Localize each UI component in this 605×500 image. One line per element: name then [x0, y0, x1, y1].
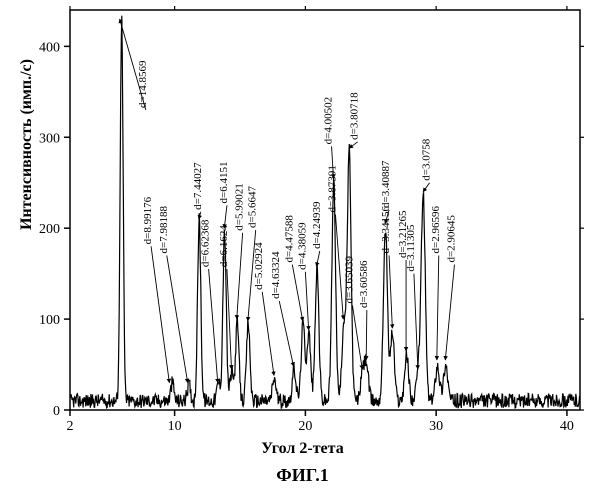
peak-d-label: d=3.40887: [380, 160, 392, 208]
peak-arrow: [366, 310, 367, 360]
peak-arrow: [224, 205, 227, 228]
peak-arrow: [414, 274, 418, 369]
peak-arrow: [279, 301, 293, 366]
x-axis-label: Угол 2-тета: [261, 440, 343, 458]
y-axis-label: Интенсивность (имп./с): [18, 59, 36, 230]
peak-d-label: d=6.4151: [218, 161, 230, 203]
peak-d-label: d=3.60586: [358, 260, 370, 308]
x-tick-label: 2: [67, 419, 74, 434]
peak-d-label: d=6.62368: [200, 219, 212, 267]
figure-caption: ФИГ.1: [276, 465, 328, 486]
peak-arrow: [423, 183, 430, 192]
peak-d-label: d=6.1624: [218, 225, 230, 267]
peak-arrow: [352, 305, 362, 369]
peak-d-label: d=7.98188: [158, 206, 170, 254]
peak-arrow: [349, 142, 358, 148]
peak-d-label: d=3.65039: [343, 256, 355, 304]
peak-d-label: d=5.02924: [253, 242, 265, 290]
peak-d-label: d=3.80718: [349, 92, 361, 140]
peak-d-label: d=4.00502: [323, 97, 335, 144]
peak-d-label: d=2.96596: [430, 206, 442, 254]
xrd-plot: 0100200300400210203040d=14.8569d=8.99176…: [0, 0, 605, 440]
peak-arrow: [167, 255, 188, 382]
peak-arrow: [262, 292, 274, 376]
x-tick-label: 40: [560, 419, 574, 434]
peak-d-label: d=4.63324: [270, 251, 282, 299]
peak-arrow: [305, 272, 308, 330]
peak-d-label: d=2.90645: [445, 215, 457, 263]
x-tick-label: 30: [429, 419, 443, 434]
peak-d-label: d=5.6647: [247, 186, 259, 228]
peak-arrow: [445, 265, 454, 360]
peak-d-label: d=3.34156: [380, 206, 392, 254]
peak-d-label: d=14.8569: [137, 60, 149, 108]
peak-d-label: d=3.11305: [405, 224, 417, 272]
peak-arrow: [209, 269, 218, 383]
peak-arrow: [292, 265, 302, 321]
peak-arrow: [437, 255, 439, 360]
peak-d-label: d=4.38059: [296, 222, 308, 270]
peak-d-label: d=3.87391: [326, 165, 338, 212]
peak-d-label: d=5.99021: [234, 183, 246, 230]
y-tick-label: 400: [39, 40, 60, 55]
y-tick-label: 100: [39, 313, 60, 328]
peak-arrow: [237, 233, 243, 319]
y-tick-label: 300: [39, 131, 60, 146]
y-tick-label: 200: [39, 222, 60, 237]
peak-arrow: [389, 255, 392, 328]
peak-d-label: d=4.24939: [311, 201, 323, 249]
peak-arrow: [317, 251, 320, 266]
peak-arrow: [151, 246, 169, 382]
peak-d-label: d=4.47588: [283, 215, 295, 263]
peak-d-label: d=8.99176: [142, 196, 154, 244]
peak-labels: d=14.8569 d=8.99176 d=7.98188 d=7.44027 d=6.…: [120, 19, 458, 383]
x-tick-label: 20: [298, 419, 312, 434]
peak-d-label: d=3.0758: [421, 138, 433, 180]
y-tick-label: 0: [53, 404, 60, 419]
peak-d-label: d=7.44027: [192, 162, 204, 210]
chart-container: Интенсивность (имп./с) Угол 2-тета ФИГ.1…: [0, 0, 605, 500]
x-tick-label: 10: [168, 419, 182, 434]
